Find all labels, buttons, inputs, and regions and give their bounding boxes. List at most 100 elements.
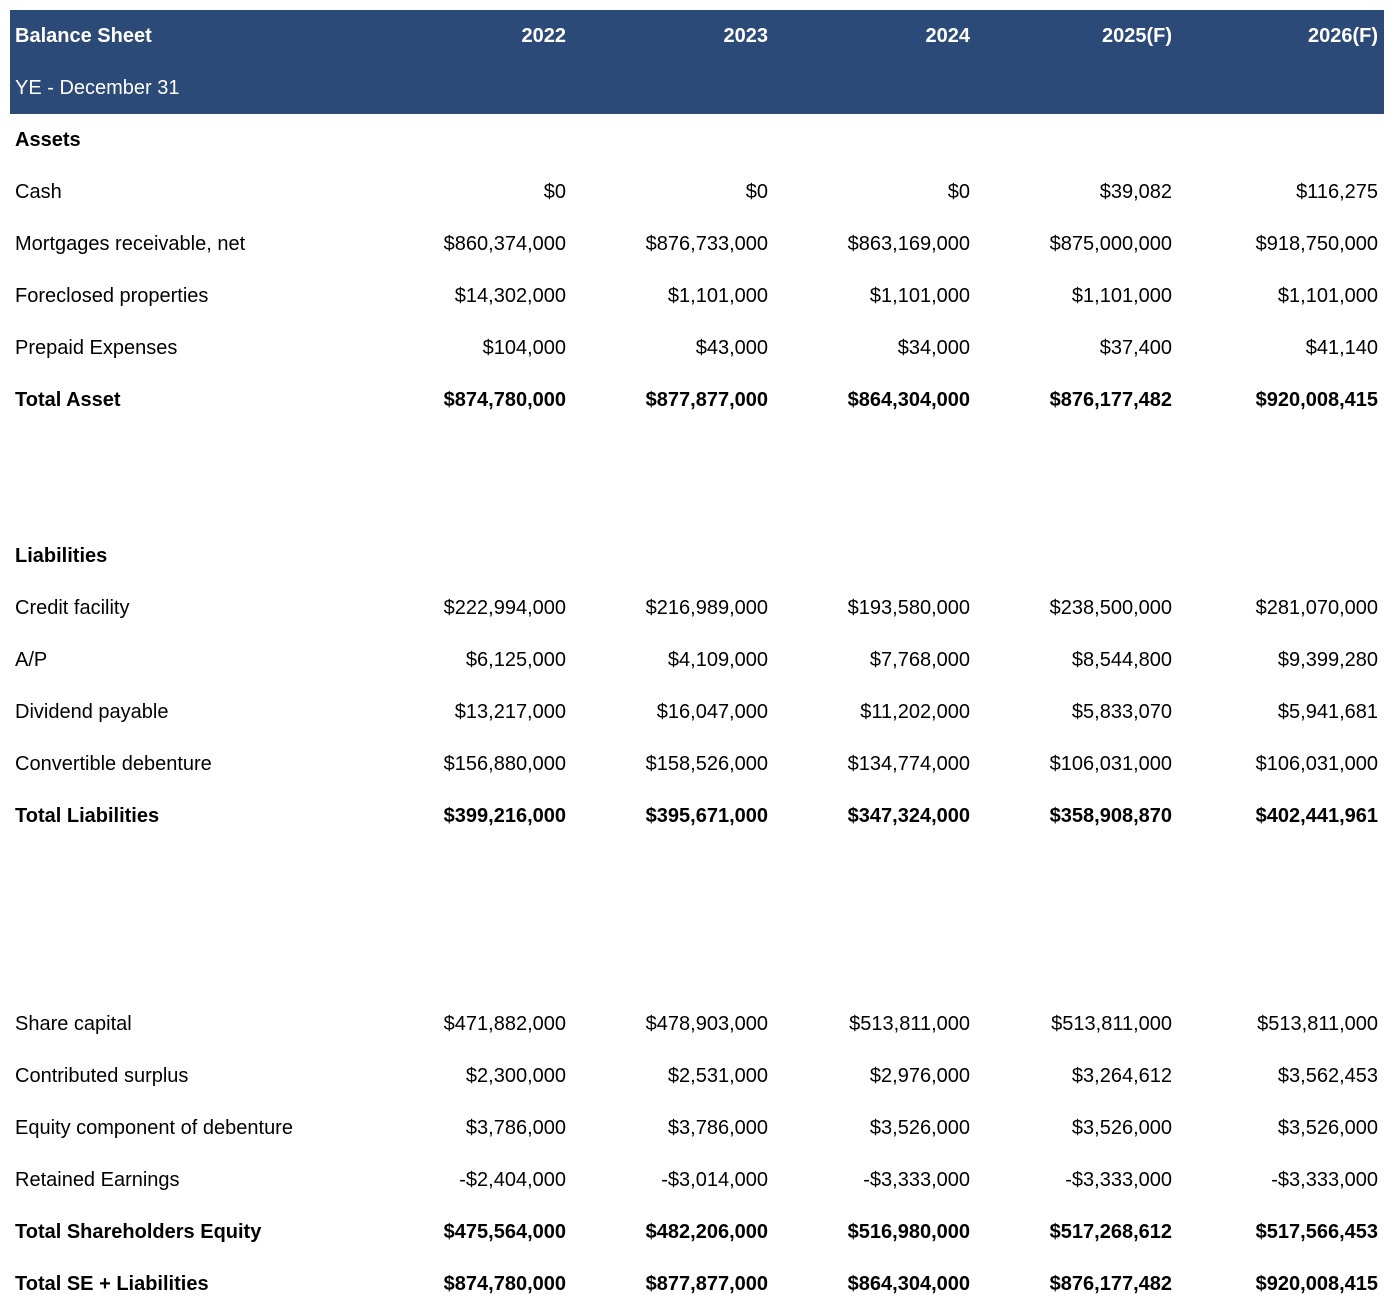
table-row: Prepaid Expenses $104,000 $43,000 $34,00…: [10, 322, 1384, 374]
grand-total-value: $920,008,415: [1255, 1272, 1378, 1295]
balance-sheet: Balance Sheet 2022 2023 2024 2025(F) 202…: [10, 10, 1384, 1310]
cell-value: $238,500,000: [1049, 596, 1172, 619]
cell-value: $43,000: [695, 336, 768, 359]
row-label: Share capital: [15, 1012, 132, 1035]
grand-total-value: $877,877,000: [645, 1272, 768, 1295]
blank-row: [10, 946, 1384, 998]
table-row: Equity component of debenture $3,786,000…: [10, 1102, 1384, 1154]
section-heading: Liabilities: [10, 530, 1384, 582]
cell-value: $6,125,000: [465, 648, 566, 671]
grand-total-value: $876,177,482: [1049, 1272, 1172, 1295]
cell-value: $918,750,000: [1255, 232, 1378, 255]
table-row: Mortgages receivable, net $860,374,000 $…: [10, 218, 1384, 270]
year-header: 2023: [723, 24, 769, 47]
total-value: $399,216,000: [443, 804, 566, 827]
cell-value: $1,101,000: [869, 284, 970, 307]
cell-value: $8,544,800: [1071, 648, 1172, 671]
grand-total-value: $864,304,000: [847, 1272, 970, 1295]
row-label: Mortgages receivable, net: [15, 232, 246, 255]
subtitle-row: YE - December 31: [10, 62, 1384, 114]
grand-total-label: Total SE + Liabilities: [15, 1272, 209, 1295]
cell-value: $2,300,000: [465, 1064, 566, 1087]
cell-value: $13,217,000: [454, 700, 566, 723]
cell-value: $4,109,000: [667, 648, 768, 671]
section-heading: Assets: [10, 114, 1384, 166]
row-label: Retained Earnings: [15, 1168, 180, 1191]
cell-value: $106,031,000: [1049, 752, 1172, 775]
cell-value: $2,976,000: [869, 1064, 970, 1087]
cell-value: $222,994,000: [443, 596, 566, 619]
total-row: Total Shareholders Equity $475,564,000 $…: [10, 1206, 1384, 1258]
table-row: Share capital $471,882,000 $478,903,000 …: [10, 998, 1384, 1050]
sheet-title: Balance Sheet: [15, 24, 152, 47]
cell-value: $513,811,000: [1051, 1012, 1172, 1035]
cell-value: $1,101,000: [1071, 284, 1172, 307]
table-row: Cash $0 $0 $0 $39,082 $116,275: [10, 166, 1384, 218]
cell-value: $5,941,681: [1277, 700, 1378, 723]
total-label: Total Liabilities: [15, 804, 160, 827]
cell-value: -$3,333,000: [1065, 1168, 1172, 1191]
total-value: $920,008,415: [1255, 388, 1378, 411]
row-label: A/P: [15, 648, 48, 671]
total-value: $876,177,482: [1049, 388, 1172, 411]
table-row: Credit facility $222,994,000 $216,989,00…: [10, 582, 1384, 634]
cell-value: $41,140: [1305, 336, 1378, 359]
header-band: Balance Sheet 2022 2023 2024 2025(F) 202…: [10, 10, 1384, 114]
total-value: $877,877,000: [645, 388, 768, 411]
cell-value: $39,082: [1099, 180, 1172, 203]
blank-rows: [10, 842, 1384, 946]
total-label: Total Asset: [15, 388, 121, 411]
cell-value: $1,101,000: [1277, 284, 1378, 307]
cell-value: $3,526,000: [1071, 1116, 1172, 1139]
cell-value: $3,526,000: [1277, 1116, 1378, 1139]
table-row: Contributed surplus $2,300,000 $2,531,00…: [10, 1050, 1384, 1102]
total-value: $517,268,612: [1049, 1220, 1172, 1243]
row-label: Credit facility: [15, 596, 130, 619]
cell-value: -$3,014,000: [661, 1168, 768, 1191]
cell-value: $37,400: [1099, 336, 1172, 359]
cell-value: -$3,333,000: [863, 1168, 970, 1191]
row-label: Dividend payable: [15, 700, 169, 723]
cell-value: $478,903,000: [645, 1012, 768, 1035]
grand-total-value: $874,780,000: [443, 1272, 566, 1295]
row-label: Prepaid Expenses: [15, 336, 178, 359]
total-value: $395,671,000: [645, 804, 768, 827]
row-label: Cash: [15, 180, 62, 203]
total-value: $402,441,961: [1255, 804, 1378, 827]
cell-value: $3,786,000: [667, 1116, 768, 1139]
total-value: $482,206,000: [645, 1220, 768, 1243]
fiscal-year-end: YE - December 31: [15, 76, 180, 99]
cell-value: $863,169,000: [847, 232, 970, 255]
cell-value: $134,774,000: [847, 752, 970, 775]
cell-value: $193,580,000: [847, 596, 970, 619]
cell-value: $0: [947, 180, 970, 203]
cell-value: -$3,333,000: [1271, 1168, 1378, 1191]
cell-value: $0: [745, 180, 768, 203]
cell-value: $513,811,000: [1257, 1012, 1378, 1035]
cell-value: $0: [543, 180, 566, 203]
cell-value: $5,833,070: [1071, 700, 1172, 723]
total-value: $517,566,453: [1255, 1220, 1378, 1243]
cell-value: $875,000,000: [1049, 232, 1172, 255]
cell-value: $158,526,000: [645, 752, 768, 775]
table-row: Foreclosed properties $14,302,000 $1,101…: [10, 270, 1384, 322]
cell-value: $876,733,000: [645, 232, 768, 255]
cell-value: $14,302,000: [454, 284, 566, 307]
cell-value: -$2,404,000: [459, 1168, 566, 1191]
cell-value: $7,768,000: [869, 648, 970, 671]
cell-value: $116,275: [1296, 180, 1378, 203]
total-row: Total Liabilities $399,216,000 $395,671,…: [10, 790, 1384, 842]
total-value: $347,324,000: [847, 804, 970, 827]
total-row: Total Asset $874,780,000 $877,877,000 $8…: [10, 374, 1384, 426]
table-row: Dividend payable $13,217,000 $16,047,000…: [10, 686, 1384, 738]
cell-value: $2,531,000: [667, 1064, 768, 1087]
cell-value: $9,399,280: [1277, 648, 1378, 671]
table-row: A/P $6,125,000 $4,109,000 $7,768,000 $8,…: [10, 634, 1384, 686]
cell-value: $3,562,453: [1277, 1064, 1378, 1087]
cell-value: $106,031,000: [1255, 752, 1378, 775]
row-label: Equity component of debenture: [15, 1116, 293, 1139]
cell-value: $1,101,000: [667, 284, 768, 307]
total-label: Total Shareholders Equity: [15, 1220, 262, 1243]
cell-value: $860,374,000: [443, 232, 566, 255]
cell-value: $104,000: [482, 336, 566, 359]
